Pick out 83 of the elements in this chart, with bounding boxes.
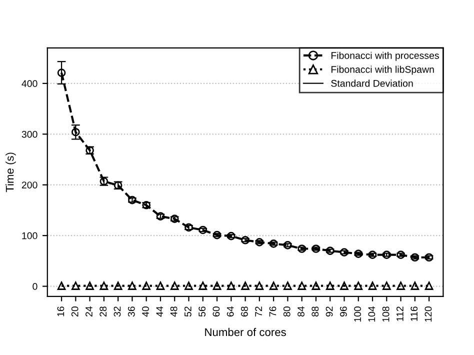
point — [326, 282, 334, 290]
x-tick-label: 20 — [71, 306, 78, 316]
y-tick-label: 0 — [32, 283, 38, 290]
point — [142, 282, 151, 290]
point — [410, 282, 420, 290]
x-tick-label: 116 — [410, 306, 418, 321]
point — [57, 282, 66, 290]
y-tick-label: 300 — [22, 130, 38, 138]
point — [424, 253, 434, 262]
x-tick-label: 36 — [128, 306, 135, 317]
x-tick-label: 104 — [368, 306, 376, 322]
point — [198, 226, 208, 234]
point — [312, 244, 320, 253]
x-tick-label: 40 — [142, 306, 149, 317]
point — [340, 282, 348, 290]
point — [354, 282, 363, 290]
x-tick-label: 112 — [396, 306, 404, 321]
point — [382, 250, 391, 260]
point — [170, 282, 179, 290]
x-tick-label: 48 — [170, 306, 178, 317]
x-tick-label: 108 — [382, 306, 390, 322]
x-tick-label: 88 — [312, 306, 319, 317]
point — [72, 128, 80, 136]
y-tick-label: 400 — [22, 80, 38, 88]
legend-label: Fibonacci with processes — [331, 52, 439, 61]
legend-label: Fibonacci with libSpawn — [331, 66, 434, 75]
point — [100, 282, 108, 290]
x-tick-label: 76 — [269, 306, 276, 316]
x-tick-label: 24 — [86, 306, 92, 316]
point — [198, 282, 208, 290]
x-tick-label: 56 — [198, 306, 206, 317]
point — [86, 282, 94, 290]
point — [241, 282, 250, 290]
point — [255, 282, 264, 290]
point — [298, 244, 306, 253]
point — [226, 232, 236, 240]
x-tick-label: 72 — [255, 306, 262, 316]
x-axis-title: Number of cores — [205, 328, 286, 336]
point — [326, 246, 334, 255]
point — [241, 236, 250, 244]
point — [354, 250, 363, 258]
x-tick-label: 120 — [424, 306, 432, 322]
x-tick-label: 84 — [298, 306, 304, 317]
point — [396, 250, 405, 260]
point — [57, 68, 66, 77]
point — [424, 282, 434, 290]
point — [382, 282, 391, 290]
point — [72, 282, 80, 290]
point — [114, 282, 122, 290]
point — [269, 282, 278, 290]
point — [312, 282, 320, 290]
x-tick-label: 64 — [226, 306, 234, 316]
y-axis-title: Time (s) — [6, 152, 16, 192]
y-tick-label: 200 — [22, 182, 38, 188]
x-tick-label: 52 — [184, 306, 192, 317]
x-tick-label: 60 — [212, 306, 220, 316]
point — [128, 282, 136, 290]
point — [368, 282, 377, 290]
point — [368, 250, 377, 260]
x-tick-label: 44 — [156, 306, 163, 317]
point — [340, 248, 348, 256]
point — [269, 240, 278, 248]
x-tick-label: 100 — [354, 306, 361, 322]
point — [284, 241, 292, 250]
point — [212, 282, 222, 290]
point — [255, 238, 264, 246]
point — [156, 282, 165, 290]
point — [396, 282, 405, 290]
x-tick-label: 68 — [241, 306, 248, 316]
annotation: Standard Deviation — [331, 80, 413, 87]
x-tick-label: 80 — [283, 306, 290, 317]
point — [298, 282, 306, 290]
x-tick-label: 96 — [340, 306, 347, 317]
x-tick-label: 28 — [100, 306, 107, 316]
y-tick-label: 100 — [22, 232, 38, 240]
point — [410, 253, 420, 262]
point — [212, 230, 222, 240]
x-tick-label: 16 — [57, 306, 64, 316]
point — [226, 282, 236, 290]
point — [184, 282, 193, 290]
x-tick-label: 32 — [114, 306, 121, 317]
x-tick-label: 92 — [326, 306, 333, 317]
point — [284, 282, 292, 290]
